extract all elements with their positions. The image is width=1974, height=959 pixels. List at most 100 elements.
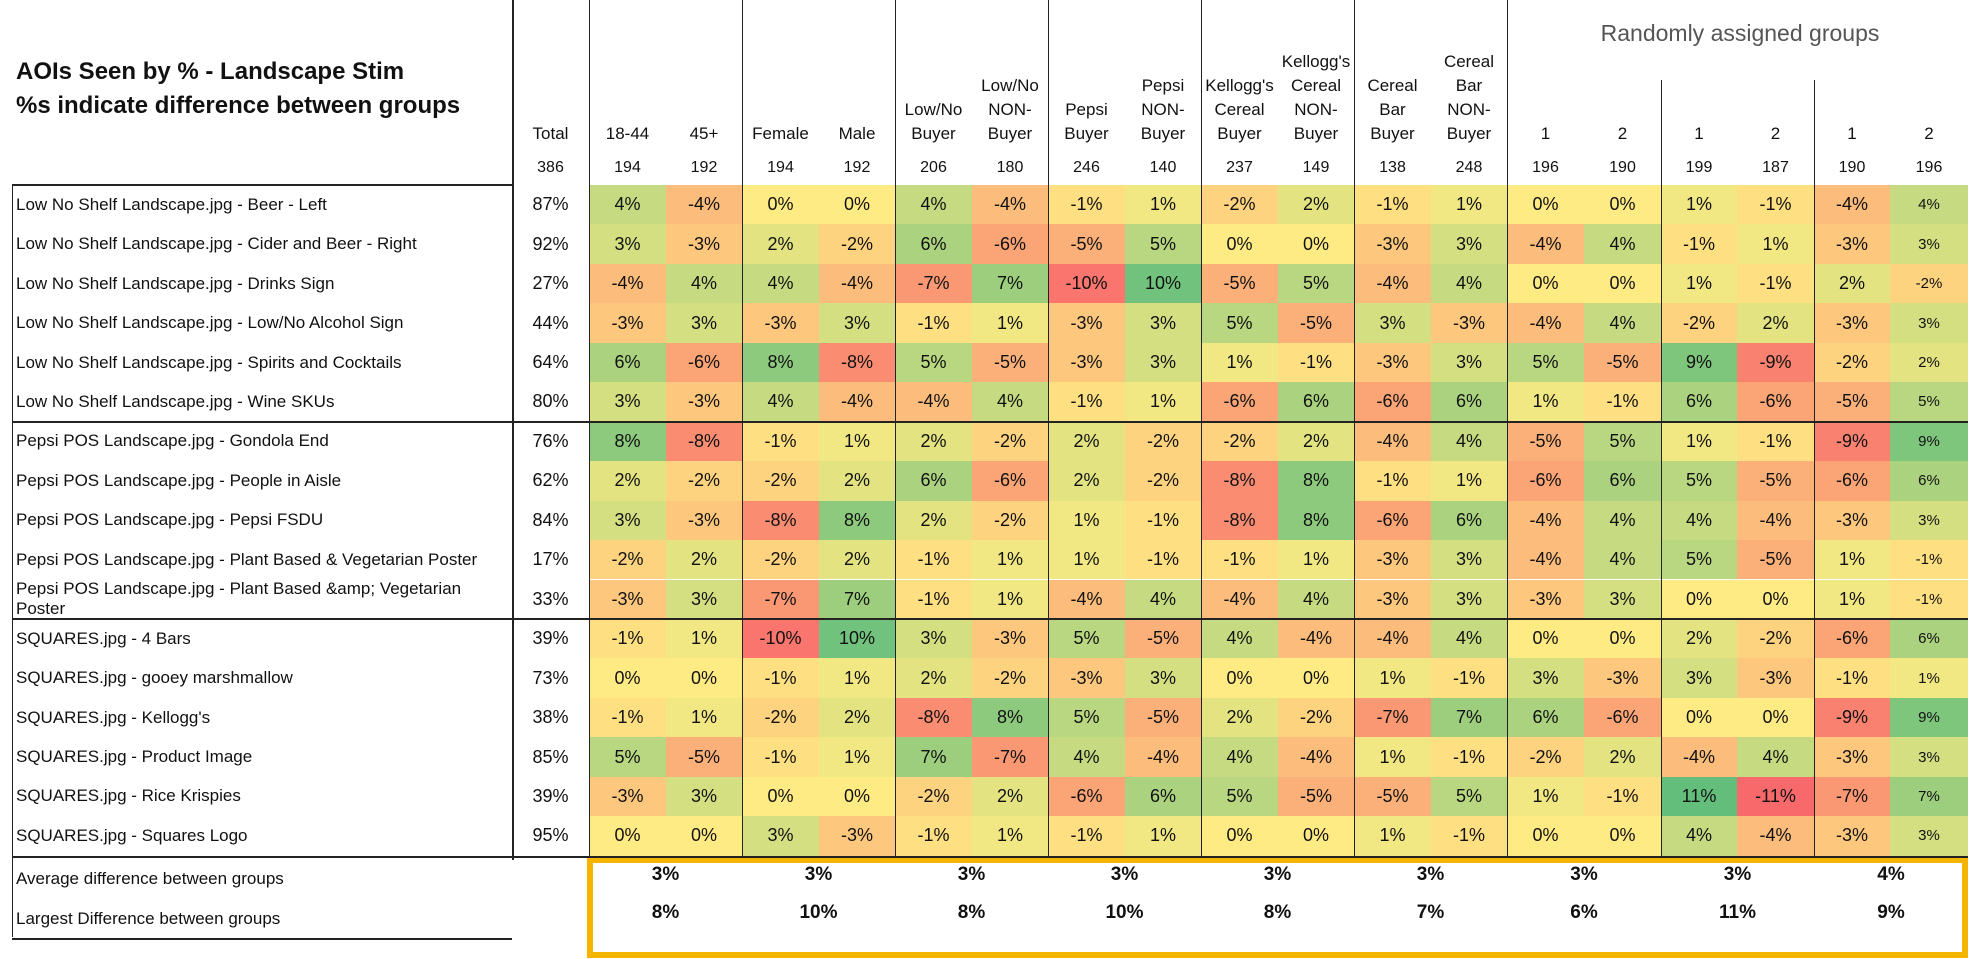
heat-cell: 5% xyxy=(895,342,972,383)
heat-cell: 5% xyxy=(1584,421,1661,462)
heat-cell: 6% xyxy=(1431,382,1507,422)
total-cell: 76% xyxy=(532,430,569,451)
row-label: SQUARES.jpg - Squares Logo xyxy=(16,825,248,845)
heat-cell: 11% xyxy=(1661,776,1737,817)
heat-cell: -4% xyxy=(1048,579,1125,619)
heat-cell: -3% xyxy=(589,303,666,343)
heat-cell: 1% xyxy=(819,658,895,698)
heat-cell: 4% xyxy=(1661,500,1737,541)
heat-cell: -3% xyxy=(1431,303,1507,343)
heat-cell: 6% xyxy=(1431,500,1507,541)
column-header: 2 xyxy=(1924,124,1934,143)
heat-cell: -3% xyxy=(1814,500,1890,541)
heat-cell: 8% xyxy=(819,500,895,541)
column-base-count: 206 xyxy=(920,159,947,176)
heat-cell: 1% xyxy=(1737,224,1814,264)
heat-cell: -2% xyxy=(1201,421,1278,462)
heat-cell: -1% xyxy=(1278,342,1354,383)
heat-cell: -4% xyxy=(1507,540,1584,580)
row-label: Pepsi POS Landscape.jpg - Plant Based & … xyxy=(16,549,478,569)
heat-cell: 5% xyxy=(589,737,666,777)
heat-cell: -1% xyxy=(742,737,819,777)
heat-cell: 0% xyxy=(1507,185,1584,225)
heat-cell: -3% xyxy=(1354,224,1431,264)
heat-cell: -4% xyxy=(1737,500,1814,541)
heat-cell: 4% xyxy=(589,185,666,225)
heat-cell: -7% xyxy=(1354,697,1431,738)
column-base-count: 194 xyxy=(614,159,641,176)
max-diff-value: 6% xyxy=(1570,901,1598,923)
heat-cell: -4% xyxy=(895,382,972,422)
heat-cell: 4% xyxy=(1661,816,1737,856)
heat-cell: 5% xyxy=(1661,540,1737,580)
heat-cell: 3% xyxy=(1890,500,1968,541)
heat-cell: -3% xyxy=(1354,342,1431,383)
heat-cell: -6% xyxy=(1737,382,1814,422)
heat-cell: 0% xyxy=(666,816,742,856)
column-header: 1 xyxy=(1847,124,1857,143)
heat-cell: -1% xyxy=(1125,500,1201,541)
column-header: Total xyxy=(532,124,569,143)
heat-cell: 0% xyxy=(742,185,819,225)
heat-cell: -8% xyxy=(895,697,972,738)
heat-cell: 2% xyxy=(1737,303,1814,343)
row-label: SQUARES.jpg - 4 Bars xyxy=(16,628,191,648)
total-cell: 39% xyxy=(532,628,569,649)
column-base-count: 386 xyxy=(537,159,564,176)
heat-cell: 1% xyxy=(1507,776,1584,817)
heat-cell: -2% xyxy=(1890,263,1968,304)
max-diff-value: 11% xyxy=(1719,901,1756,923)
avg-diff-value: 3% xyxy=(957,863,986,885)
random-groups-label: Randomly assigned groups xyxy=(1600,20,1880,46)
avg-diff-value: 3% xyxy=(1416,863,1445,885)
heat-cell: -10% xyxy=(1048,263,1125,304)
heat-cell: -5% xyxy=(1125,618,1201,659)
heat-cell: 0% xyxy=(1507,816,1584,856)
max-diff-value: 9% xyxy=(1877,901,1905,923)
left-border xyxy=(512,0,514,860)
heat-cell: 5% xyxy=(1890,382,1968,422)
heat-cell: -4% xyxy=(819,382,895,422)
heat-cell: -2% xyxy=(1125,421,1201,462)
heat-cell: 8% xyxy=(742,342,819,383)
heat-cell: 0% xyxy=(1278,224,1354,264)
column-header: Male xyxy=(838,124,876,143)
column-header: 1 xyxy=(1694,124,1704,143)
heat-cell: 1% xyxy=(972,540,1048,580)
heat-cell: 3% xyxy=(1431,579,1507,619)
column-base-count: 190 xyxy=(1609,159,1636,176)
heat-cell: -3% xyxy=(1048,303,1125,343)
heat-cell: -1% xyxy=(895,579,972,619)
row-label: Low No Shelf Landscape.jpg - Wine SKUs xyxy=(16,391,335,411)
heat-cell: -6% xyxy=(1201,382,1278,422)
column-header: Pepsi NON- Buyer xyxy=(1140,76,1186,143)
column-base-count: 138 xyxy=(1379,159,1406,176)
column-header: 45+ xyxy=(689,124,719,143)
heat-cell: 0% xyxy=(1661,579,1737,619)
heat-cell: -4% xyxy=(1661,737,1737,777)
summary-divider xyxy=(12,855,1968,858)
heat-cell: -5% xyxy=(1048,224,1125,264)
heat-cell: -1% xyxy=(1048,185,1125,225)
row-label: SQUARES.jpg - gooey marshmallow xyxy=(16,668,293,688)
heat-cell: 3% xyxy=(666,303,742,343)
heat-cell: -1% xyxy=(1737,263,1814,304)
heat-cell: 6% xyxy=(1584,461,1661,501)
heat-cell: -6% xyxy=(1354,500,1431,541)
heat-cell: -7% xyxy=(972,737,1048,777)
heat-cell: -5% xyxy=(1814,382,1890,422)
pair-divider xyxy=(1354,0,1355,856)
heat-cell: -6% xyxy=(1584,697,1661,738)
heat-cell: 4% xyxy=(1584,303,1661,343)
column-header: Kellogg's Cereal Buyer xyxy=(1205,76,1274,143)
total-cell: 62% xyxy=(532,470,569,491)
heat-cell: 2% xyxy=(972,776,1048,817)
heat-cell: 5% xyxy=(1278,263,1354,304)
heat-cell: -6% xyxy=(1048,776,1125,817)
heat-cell: -9% xyxy=(1814,421,1890,462)
pair-divider xyxy=(1507,0,1508,856)
heat-cell: 2% xyxy=(1814,263,1890,304)
heat-cell: -3% xyxy=(666,382,742,422)
heat-cell: 1% xyxy=(819,737,895,777)
heat-cell: 5% xyxy=(1201,303,1278,343)
